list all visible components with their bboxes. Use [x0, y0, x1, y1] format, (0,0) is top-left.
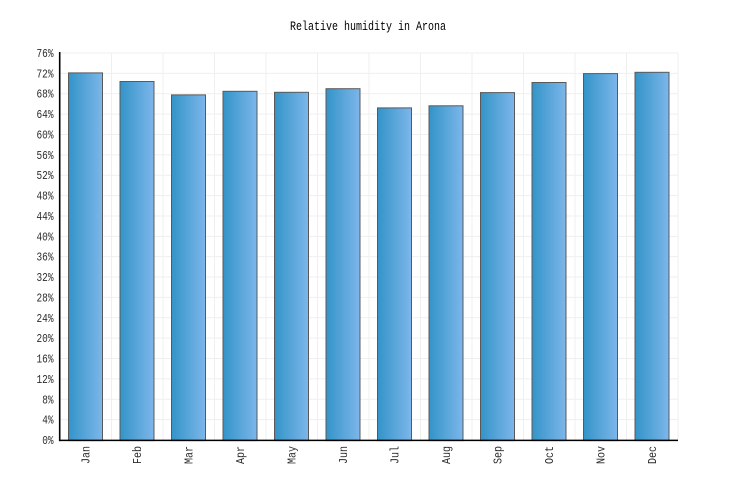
- svg-text:28%: 28%: [37, 291, 55, 305]
- svg-text:Nov: Nov: [594, 446, 608, 464]
- svg-text:64%: 64%: [37, 108, 55, 122]
- svg-text:8%: 8%: [42, 393, 54, 407]
- svg-text:Aug: Aug: [440, 446, 454, 464]
- svg-text:20%: 20%: [37, 332, 55, 346]
- svg-text:Dec: Dec: [646, 446, 660, 464]
- svg-text:76%: 76%: [37, 47, 55, 61]
- svg-text:60%: 60%: [37, 128, 55, 142]
- svg-text:40%: 40%: [37, 230, 55, 244]
- svg-text:52%: 52%: [37, 169, 55, 183]
- svg-text:32%: 32%: [37, 271, 55, 285]
- svg-text:0%: 0%: [42, 434, 54, 448]
- svg-text:12%: 12%: [37, 373, 55, 387]
- svg-text:Jun: Jun: [337, 446, 351, 464]
- svg-text:Mar: Mar: [182, 446, 196, 464]
- svg-text:24%: 24%: [37, 312, 55, 326]
- svg-text:Jul: Jul: [388, 446, 402, 464]
- svg-text:48%: 48%: [37, 190, 55, 204]
- svg-text:16%: 16%: [37, 353, 55, 367]
- svg-text:72%: 72%: [37, 67, 55, 81]
- svg-text:68%: 68%: [37, 88, 55, 102]
- svg-text:Apr: Apr: [234, 446, 248, 464]
- svg-text:44%: 44%: [37, 210, 55, 224]
- svg-text:Feb: Feb: [131, 446, 145, 464]
- svg-text:Relative humidity in Arona: Relative humidity in Arona: [290, 20, 446, 34]
- svg-text:36%: 36%: [37, 251, 55, 265]
- svg-text:May: May: [285, 446, 299, 464]
- svg-text:56%: 56%: [37, 149, 55, 163]
- svg-text:Jan: Jan: [79, 446, 93, 464]
- svg-text:Oct: Oct: [543, 446, 557, 464]
- svg-text:4%: 4%: [42, 414, 54, 428]
- svg-text:Sep: Sep: [491, 446, 505, 464]
